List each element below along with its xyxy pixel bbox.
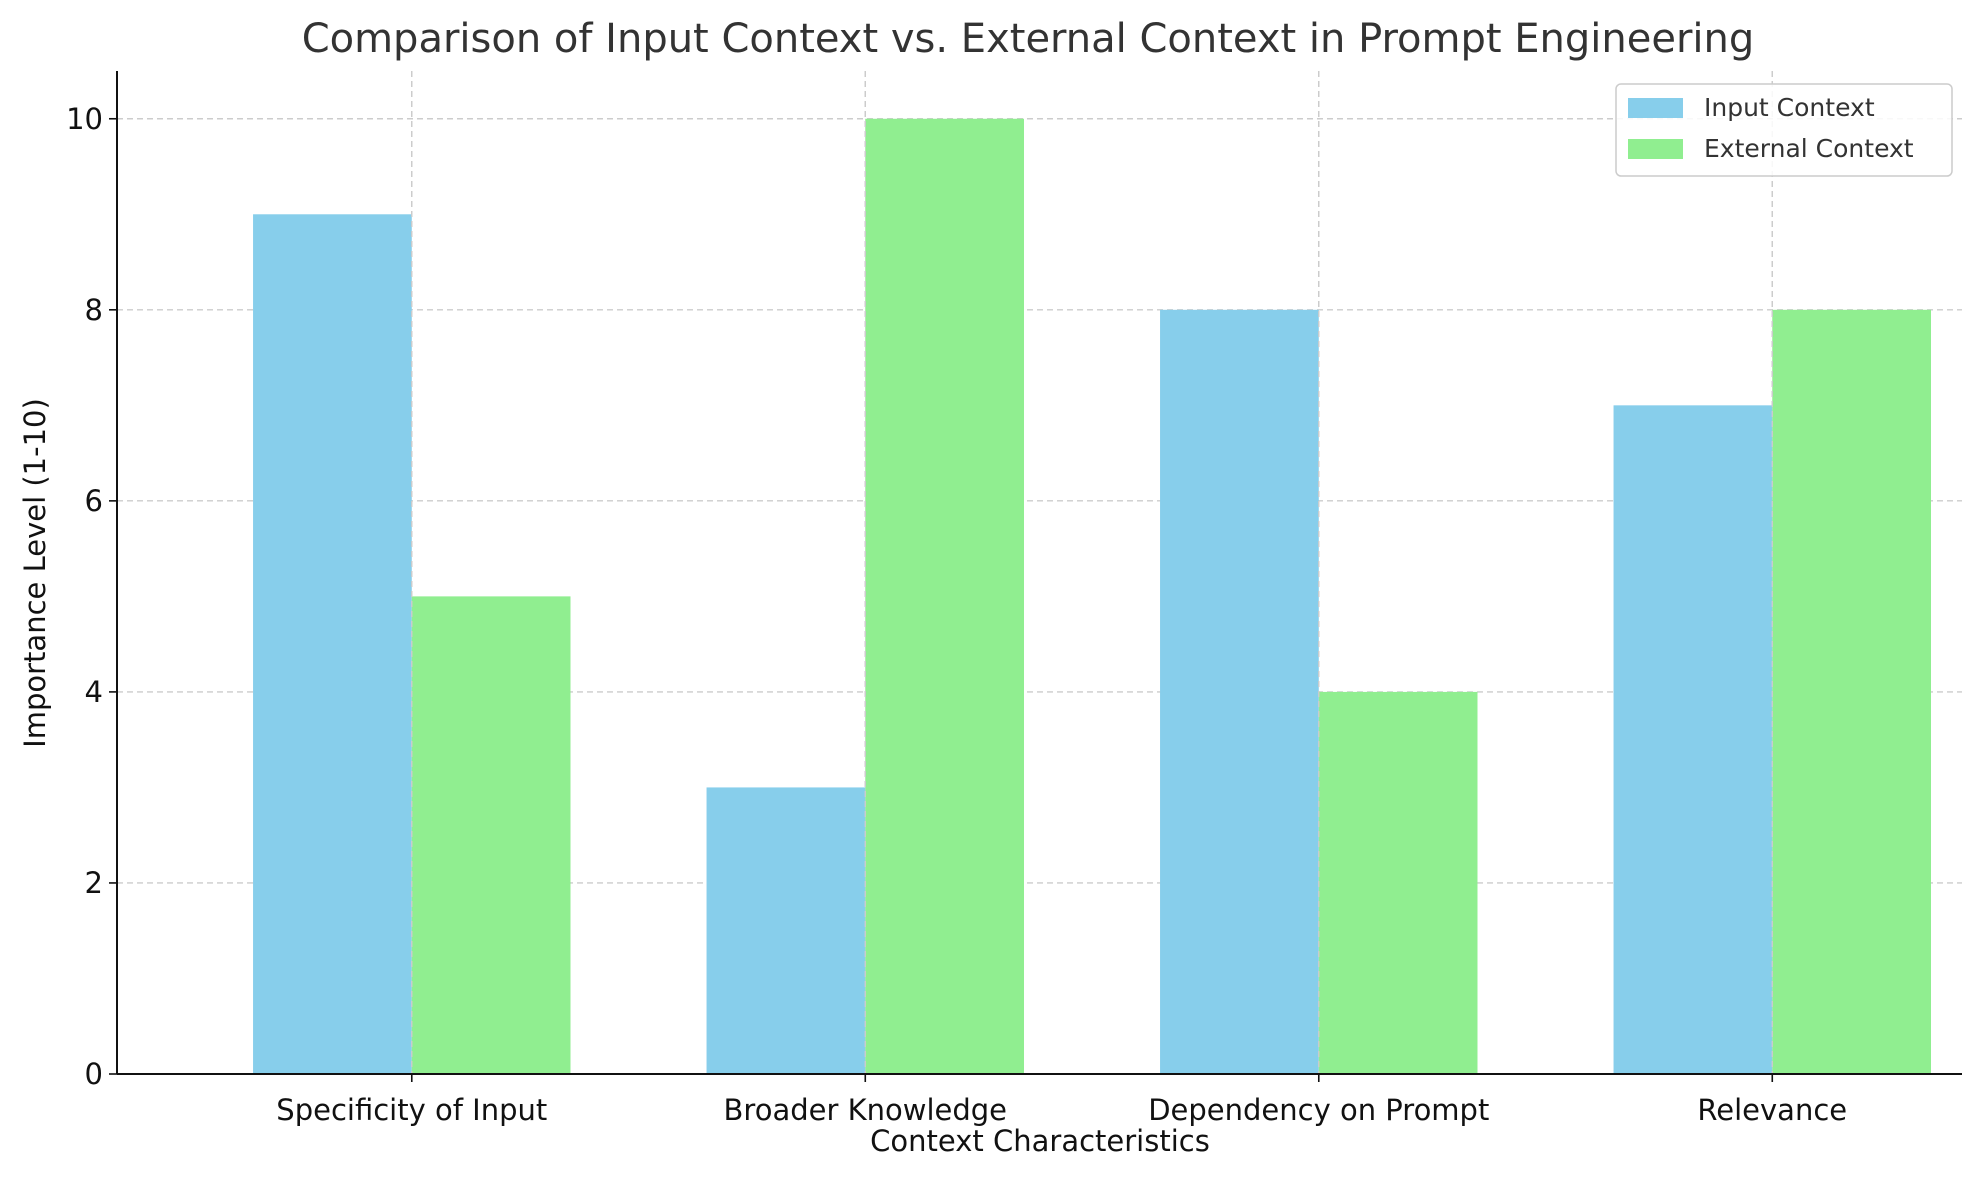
axes — [109, 71, 1962, 1082]
tick-labels: 0 2 4 6 8 10 Specificity of Input Broader Knowl… — [66, 102, 1847, 1127]
x-tick-label: Relevance — [1697, 1093, 1847, 1127]
x-tick-label: Broader Knowledge — [724, 1093, 1008, 1127]
bar-external-context — [411, 596, 571, 1074]
y-tick-label: 8 — [85, 293, 103, 327]
legend-label: External Context — [1704, 134, 1914, 163]
legend: Input Context External Context — [1615, 83, 1953, 177]
y-tick-label: 2 — [85, 866, 103, 900]
bar-external-context — [1772, 309, 1931, 1074]
bar-input-context — [1613, 405, 1773, 1074]
x-tick-label: Specificity of Input — [276, 1093, 547, 1127]
y-tick-label: 0 — [85, 1057, 103, 1091]
bar-input-context — [706, 787, 866, 1074]
bar-external-context — [1318, 691, 1478, 1074]
bar-input-context — [1160, 309, 1319, 1074]
legend-swatch — [1628, 139, 1683, 159]
y-tick-label: 10 — [66, 102, 103, 136]
legend-swatch — [1628, 98, 1683, 118]
y-axis-label: Importance Level (1-10) — [18, 398, 52, 748]
bar-external-context — [865, 118, 1024, 1074]
y-tick-label: 6 — [85, 484, 103, 518]
bars — [253, 118, 1931, 1075]
y-tick-label: 4 — [85, 675, 103, 709]
x-axis-label: Context Characteristics — [870, 1124, 1210, 1158]
legend-box — [1615, 83, 1953, 177]
legend-label: Input Context — [1704, 93, 1875, 122]
chart-title: Comparison of Input Context vs. External… — [302, 16, 1755, 62]
x-tick-label: Dependency on Prompt — [1148, 1093, 1489, 1127]
bar-input-context — [253, 214, 412, 1075]
